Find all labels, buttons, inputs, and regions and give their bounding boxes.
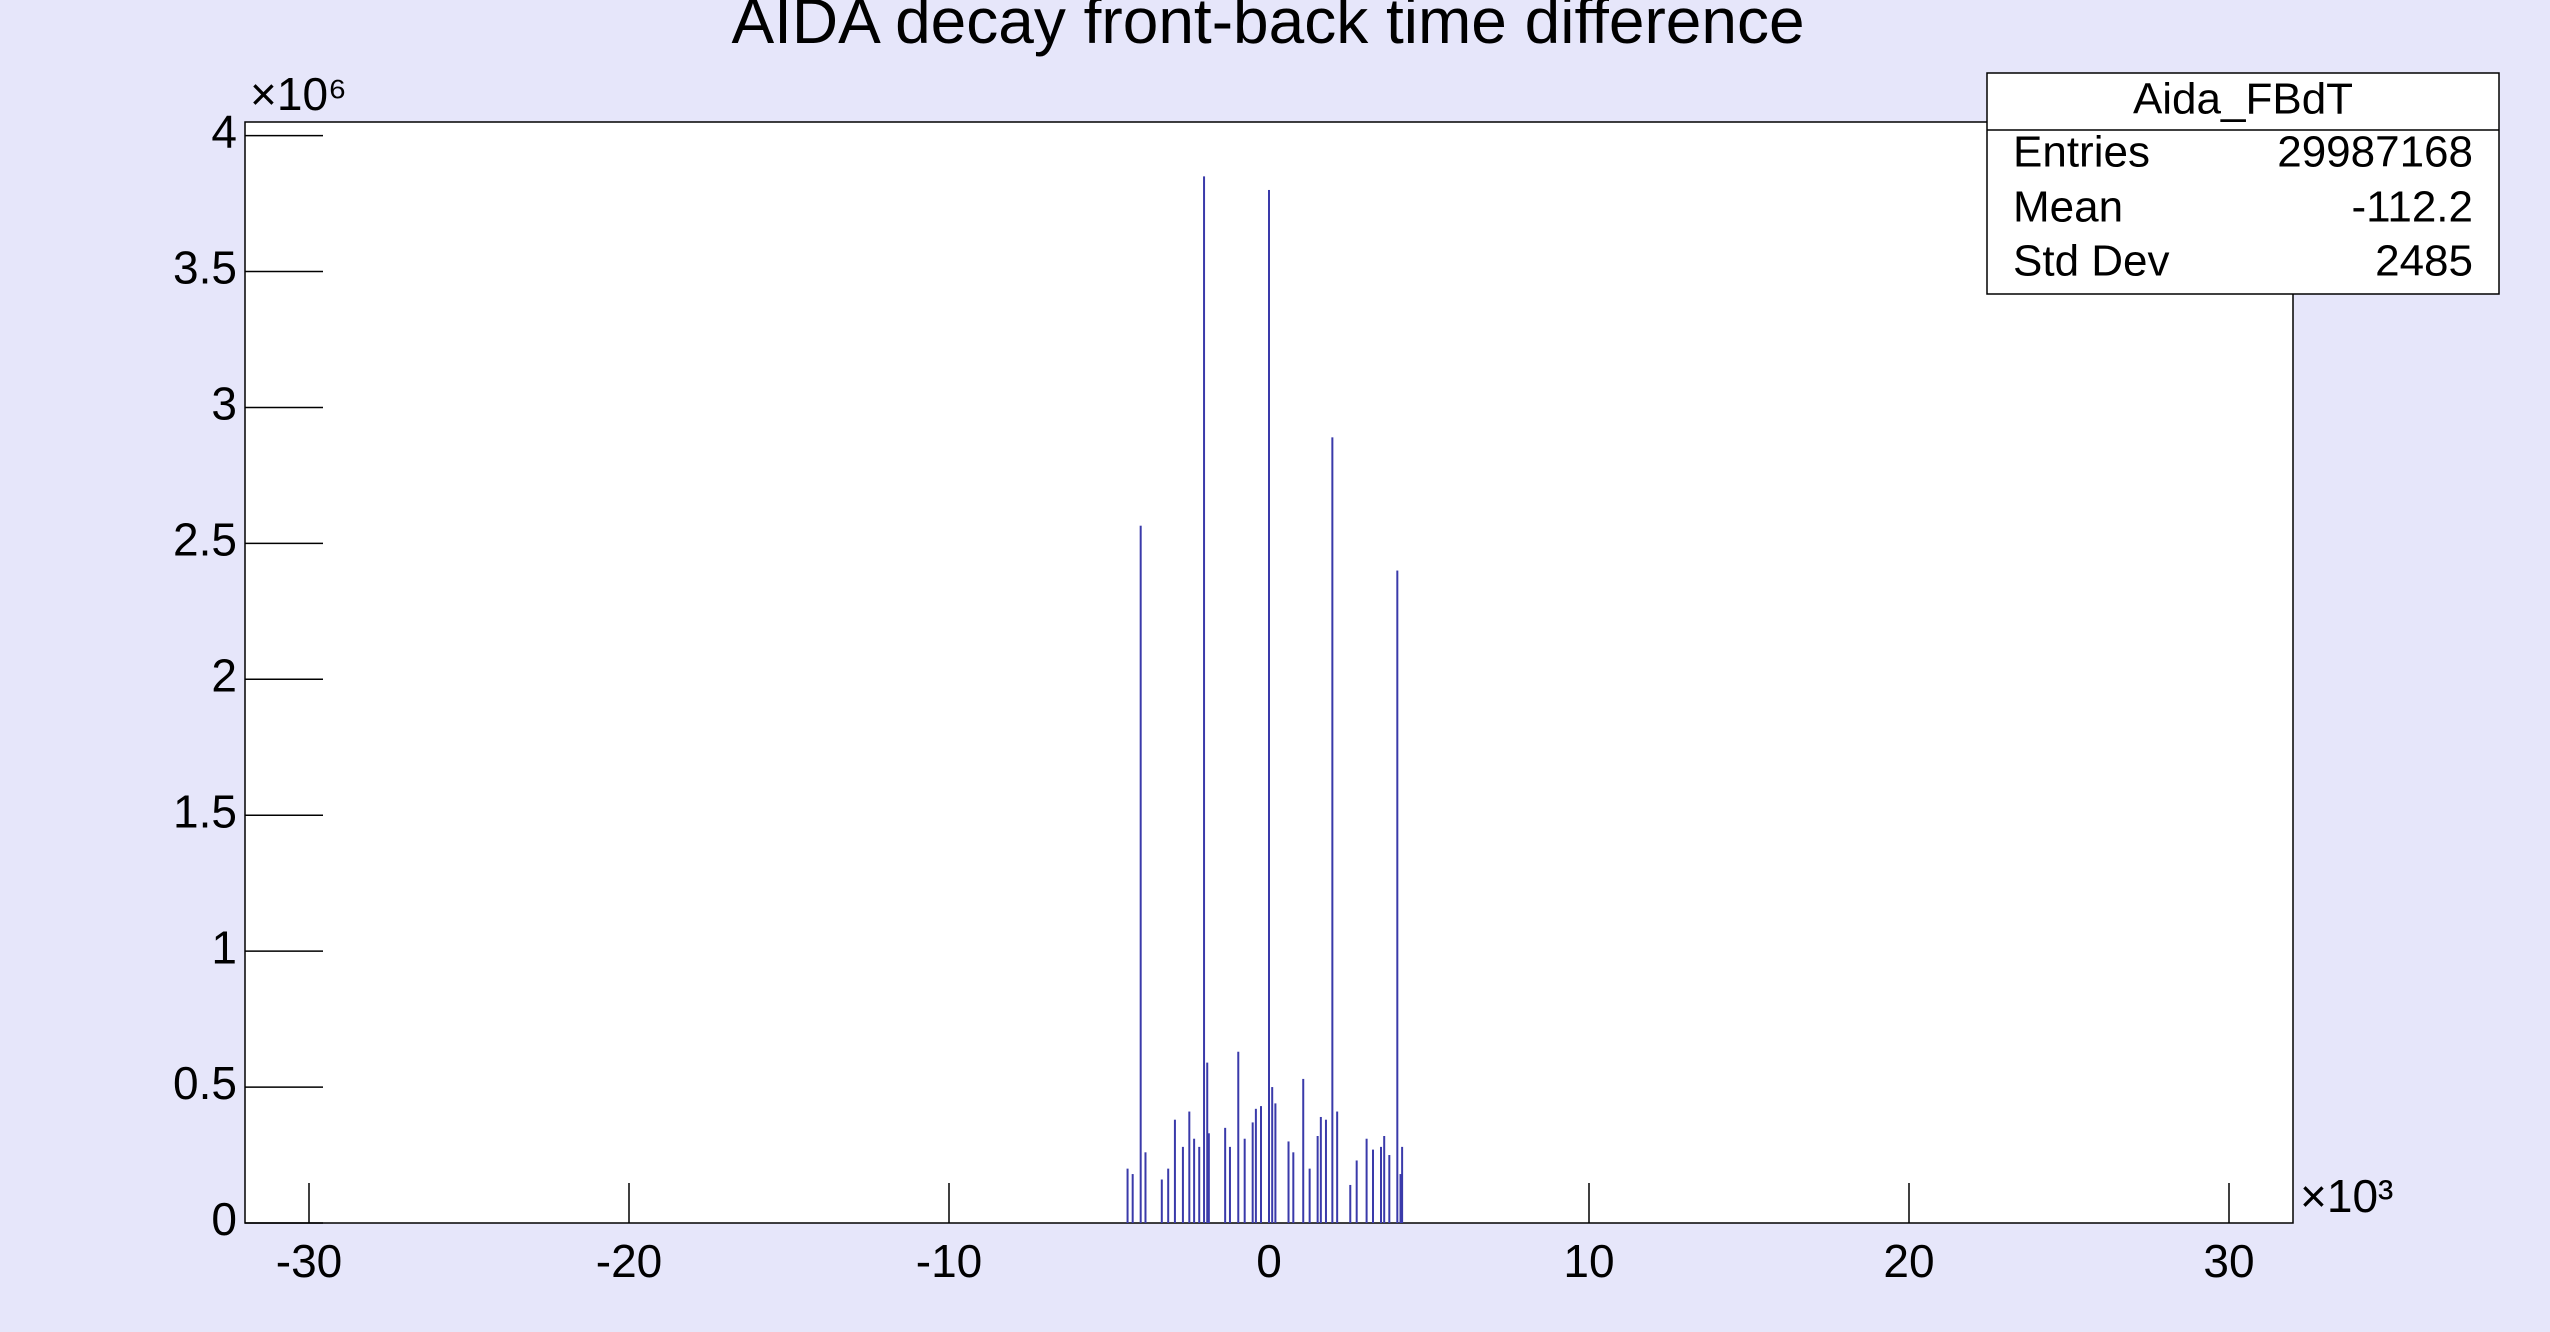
bar: [1243, 1138, 1246, 1223]
stats-value: 2485: [2375, 237, 2473, 286]
bar: [1206, 1062, 1209, 1223]
bar: [1198, 1146, 1201, 1223]
bar: [1274, 1103, 1277, 1223]
bar: [1251, 1122, 1254, 1223]
x-tick-label: 0: [1256, 1235, 1282, 1287]
bar: [1349, 1184, 1352, 1223]
bar: [1292, 1152, 1295, 1223]
bar: [1308, 1168, 1311, 1223]
bar: [1336, 1111, 1339, 1223]
bar: [1160, 1179, 1163, 1223]
bar: [1319, 1116, 1322, 1223]
bar: [1302, 1078, 1305, 1223]
bar: [1388, 1155, 1391, 1223]
bar: [1271, 1087, 1274, 1223]
x-tick-label: 20: [1883, 1235, 1934, 1287]
stats-title: Aida_FBdT: [2133, 75, 2353, 124]
stats-label: Entries: [2013, 128, 2150, 177]
y-tick-label: 3.5: [173, 242, 237, 294]
y-tick-label: 1.5: [173, 785, 237, 837]
x-multiplier: ×10³: [2300, 1170, 2393, 1222]
x-tick-label: 30: [2203, 1235, 2254, 1287]
bar: [1380, 1146, 1382, 1223]
chart-title: AIDA decay front-back time difference: [731, 0, 1804, 57]
bar: [1355, 1160, 1358, 1223]
x-tick-label: 10: [1563, 1235, 1614, 1287]
stats-label: Mean: [2013, 183, 2123, 232]
bar: [1173, 1119, 1176, 1223]
bar: [1144, 1152, 1147, 1223]
y-multiplier: ×10⁶: [250, 68, 347, 120]
bar: [1193, 1138, 1196, 1223]
bar: [1331, 437, 1334, 1223]
stats-label: Std Dev: [2013, 237, 2170, 286]
stats-value: -112.2: [2352, 183, 2474, 232]
y-tick-label: 0.5: [173, 1057, 237, 1109]
y-tick-label: 0: [211, 1193, 237, 1245]
bar: [1287, 1141, 1290, 1223]
stats-frame: [1986, 72, 2500, 295]
bar: [1207, 1133, 1210, 1223]
bar: [1316, 1136, 1319, 1223]
x-tick-label: -20: [596, 1235, 662, 1287]
bar: [1139, 525, 1142, 1223]
bar: [1126, 1168, 1129, 1223]
y-tick-label: 1: [211, 921, 237, 973]
bar: [1167, 1168, 1170, 1223]
bar: [1268, 189, 1270, 1223]
bar: [1383, 1136, 1386, 1223]
stats-value: 29987168: [2277, 128, 2473, 177]
stats-box: Aida_FBdT Entries 29987168 Mean -112.2 S…: [1986, 72, 2500, 295]
bar: [1365, 1138, 1368, 1223]
bar: [1401, 1146, 1404, 1223]
bar: [1228, 1146, 1231, 1223]
bar: [1396, 570, 1399, 1223]
bar: [1399, 1174, 1402, 1223]
bar: [1188, 1111, 1191, 1223]
bar: [1324, 1119, 1327, 1223]
bar: [1181, 1146, 1184, 1223]
x-tick-label: -10: [916, 1235, 982, 1287]
bar: [1237, 1051, 1240, 1223]
bar: [1131, 1174, 1134, 1223]
bar: [1254, 1108, 1257, 1223]
bar: [1260, 1106, 1262, 1223]
x-tick-label: -30: [276, 1235, 342, 1287]
y-tick-label: 2.5: [173, 514, 237, 566]
bar: [1372, 1149, 1374, 1223]
y-tick-label: 4: [211, 106, 237, 158]
bar: [1203, 176, 1206, 1224]
y-tick-label: 3: [211, 378, 237, 430]
y-tick-label: 2: [211, 649, 237, 701]
bar: [1224, 1127, 1227, 1223]
